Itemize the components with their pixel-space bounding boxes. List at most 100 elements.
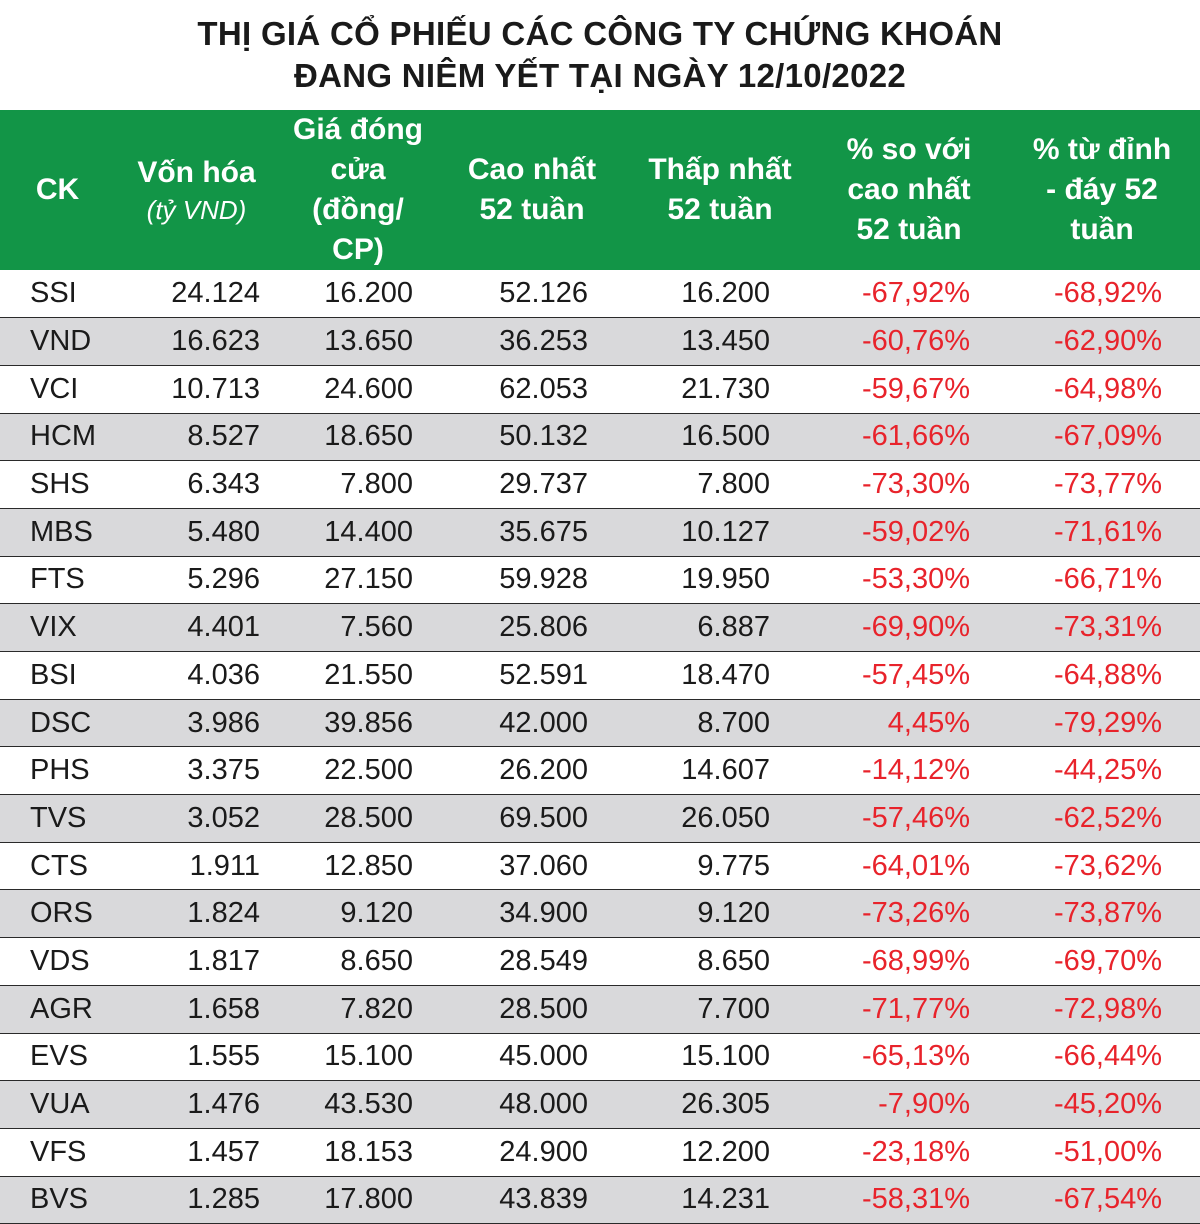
- cell-ck: SHS: [30, 468, 90, 501]
- cell-ck: AGR: [30, 992, 93, 1025]
- cell-gia-dong-cua: 21.550: [324, 658, 413, 691]
- table-header-row: CK Vốn hóa (tỷ VND) Giá đóng cửa (đồng/ …: [0, 110, 1200, 270]
- cell-thap-nhat: 18.470: [681, 658, 770, 691]
- cell-cao-nhat: 28.500: [499, 992, 588, 1025]
- cell-cao-nhat: 26.200: [499, 754, 588, 787]
- cell-cao-nhat: 69.500: [499, 801, 588, 834]
- chart-title: THỊ GIÁ CỔ PHIẾU CÁC CÔNG TY CHỨNG KHOÁN…: [0, 0, 1200, 110]
- cell-von-hoa: 10.713: [171, 372, 260, 405]
- cell-thap-nhat: 9.775: [697, 849, 770, 882]
- cell-thap-nhat: 14.607: [681, 754, 770, 787]
- cell-thap-nhat: 15.100: [681, 1040, 770, 1073]
- cell-ck: DSC: [30, 706, 92, 739]
- cell-gia-dong-cua: 22.500: [324, 754, 413, 787]
- cell-pct-dinh-day: -64,98%: [1053, 372, 1162, 405]
- cell-ck: ORS: [30, 897, 93, 930]
- cell-pct-dinh-day: -72,98%: [1053, 992, 1162, 1025]
- cell-thap-nhat: 14.231: [681, 1183, 770, 1216]
- table-row: DSC 3.986 39.856 42.000 8.700 4,45% -79,29%: [0, 699, 1200, 747]
- cell-ck: EVS: [30, 1040, 89, 1073]
- cell-pct-dinh-day: -66,44%: [1053, 1040, 1162, 1073]
- cell-pct-cao-nhat: -69,90%: [861, 611, 970, 644]
- cell-pct-cao-nhat: -71,77%: [861, 992, 970, 1025]
- col-header-von-hoa-unit: (tỷ VND): [146, 195, 247, 225]
- cell-cao-nhat: 52.591: [499, 658, 588, 691]
- table-row: FTS 5.296 27.150 59.928 19.950 -53,30% -66,71%: [0, 556, 1200, 604]
- cell-pct-dinh-day: -67,54%: [1053, 1183, 1162, 1216]
- cell-pct-dinh-day: -44,25%: [1053, 754, 1162, 787]
- cell-pct-cao-nhat: -57,46%: [861, 801, 970, 834]
- cell-cao-nhat: 24.900: [499, 1135, 588, 1168]
- cell-gia-dong-cua: 12.850: [324, 849, 413, 882]
- cell-gia-dong-cua: 7.820: [340, 992, 413, 1025]
- cell-gia-dong-cua: 16.200: [324, 277, 413, 310]
- cell-pct-cao-nhat: -64,01%: [861, 849, 970, 882]
- cell-cao-nhat: 62.053: [499, 372, 588, 405]
- cell-pct-dinh-day: -73,87%: [1053, 897, 1162, 930]
- cell-von-hoa: 4.401: [187, 611, 260, 644]
- cell-pct-dinh-day: -45,20%: [1053, 1088, 1162, 1121]
- cell-gia-dong-cua: 28.500: [324, 801, 413, 834]
- cell-ck: VND: [30, 325, 92, 358]
- cell-gia-dong-cua: 24.600: [324, 372, 413, 405]
- cell-gia-dong-cua: 18.153: [324, 1135, 413, 1168]
- cell-pct-dinh-day: -73,62%: [1053, 849, 1162, 882]
- cell-gia-dong-cua: 9.120: [340, 897, 413, 930]
- title-line-1: THỊ GIÁ CỔ PHIẾU CÁC CÔNG TY CHỨNG KHOÁN: [197, 15, 1003, 52]
- cell-thap-nhat: 12.200: [681, 1135, 770, 1168]
- cell-ck: VCI: [30, 372, 79, 405]
- table-row: SHS 6.343 7.800 29.737 7.800 -73,30% -73,77%: [0, 460, 1200, 509]
- cell-ck: VDS: [30, 944, 90, 977]
- table-row: VCI 10.713 24.600 62.053 21.730 -59,67% -64,98…: [0, 365, 1200, 414]
- cell-von-hoa: 3.375: [187, 754, 260, 787]
- cell-thap-nhat: 16.200: [681, 277, 770, 310]
- cell-gia-dong-cua: 14.400: [324, 515, 413, 548]
- cell-thap-nhat: 26.050: [681, 801, 770, 834]
- cell-cao-nhat: 52.126: [499, 277, 588, 310]
- cell-thap-nhat: 8.650: [697, 944, 770, 977]
- cell-von-hoa: 1.285: [187, 1183, 260, 1216]
- table-row: PHS 3.375 22.500 26.200 14.607 -14,12% -44,25%: [0, 746, 1200, 795]
- col-header-gia-dong-cua: Giá đóng cửa (đồng/ CP): [293, 113, 423, 266]
- cell-ck: PHS: [30, 754, 90, 787]
- table-row: VFS 1.457 18.153 24.900 12.200 -23,18% -51,00%: [0, 1128, 1200, 1177]
- cell-thap-nhat: 26.305: [681, 1088, 770, 1121]
- cell-cao-nhat: 29.737: [499, 468, 588, 501]
- cell-von-hoa: 1.555: [187, 1040, 260, 1073]
- cell-pct-cao-nhat: -53,30%: [861, 563, 970, 596]
- cell-von-hoa: 3.986: [187, 706, 260, 739]
- cell-pct-cao-nhat: -57,45%: [861, 658, 970, 691]
- col-header-cao-nhat: Cao nhất 52 tuần: [467, 153, 597, 226]
- cell-von-hoa: 1.824: [187, 897, 260, 930]
- cell-cao-nhat: 37.060: [499, 849, 588, 882]
- cell-thap-nhat: 21.730: [681, 372, 770, 405]
- cell-pct-dinh-day: -69,70%: [1053, 944, 1162, 977]
- cell-pct-cao-nhat: -68,99%: [861, 944, 970, 977]
- cell-pct-cao-nhat: -73,30%: [861, 468, 970, 501]
- cell-pct-dinh-day: -73,77%: [1053, 468, 1162, 501]
- cell-cao-nhat: 48.000: [499, 1088, 588, 1121]
- cell-cao-nhat: 43.839: [499, 1183, 588, 1216]
- cell-pct-dinh-day: -71,61%: [1053, 515, 1162, 548]
- col-header-ck: CK: [35, 173, 80, 206]
- cell-thap-nhat: 7.800: [697, 468, 770, 501]
- cell-von-hoa: 1.476: [187, 1088, 260, 1121]
- table-row: BVS 1.285 17.800 43.839 14.231 -58,31% -67,54%: [0, 1176, 1200, 1224]
- table-row: AGR 1.658 7.820 28.500 7.700 -71,77% -72,98%: [0, 985, 1200, 1033]
- cell-ck: BSI: [30, 658, 77, 691]
- cell-pct-dinh-day: -64,88%: [1053, 658, 1162, 691]
- cell-pct-cao-nhat: 4,45%: [887, 706, 970, 739]
- cell-ck: FTS: [30, 563, 85, 596]
- cell-von-hoa: 6.343: [187, 468, 260, 501]
- cell-pct-cao-nhat: -14,12%: [861, 754, 970, 787]
- cell-von-hoa: 16.623: [171, 325, 260, 358]
- table-row: CTS 1.911 12.850 37.060 9.775 -64,01% -73,62%: [0, 842, 1200, 890]
- cell-pct-dinh-day: -66,71%: [1053, 563, 1162, 596]
- cell-gia-dong-cua: 43.530: [324, 1088, 413, 1121]
- cell-thap-nhat: 9.120: [697, 897, 770, 930]
- cell-pct-dinh-day: -62,90%: [1053, 325, 1162, 358]
- cell-ck: VUA: [30, 1088, 90, 1121]
- cell-cao-nhat: 59.928: [499, 563, 588, 596]
- cell-pct-cao-nhat: -60,76%: [861, 325, 970, 358]
- cell-cao-nhat: 36.253: [499, 325, 588, 358]
